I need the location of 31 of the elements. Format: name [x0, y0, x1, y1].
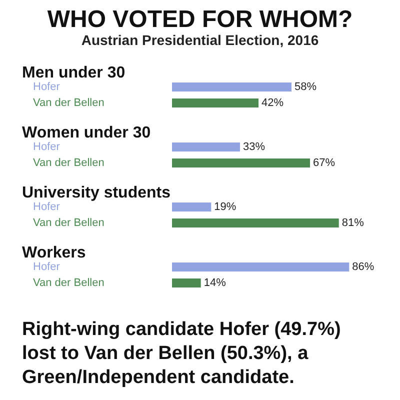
- y-tick-label: Men under 30: [22, 64, 126, 82]
- data-label: 14%: [204, 277, 226, 290]
- data-label: 42%: [262, 97, 284, 110]
- bar: [172, 98, 259, 108]
- bar: [172, 218, 339, 228]
- data-label: 67%: [313, 157, 336, 170]
- text: Van der Bellen: [33, 97, 104, 110]
- text: Hofer: [33, 261, 60, 274]
- bar: [172, 262, 350, 272]
- data-label: 58%: [294, 81, 317, 94]
- y-tick-label: Women under 30: [22, 124, 151, 142]
- bar: [172, 158, 310, 168]
- text: Van der Bellen: [33, 217, 104, 230]
- data-label: 33%: [242, 141, 266, 154]
- bar: [172, 142, 240, 152]
- y-tick-label: University students: [22, 184, 171, 202]
- text: Hofer: [33, 81, 60, 94]
- text: Van der Bellen: [33, 157, 104, 170]
- bar: [172, 82, 292, 92]
- chart-subtitle: Austrian Presidential Election, 2016: [80, 32, 320, 48]
- data-label: 19%: [214, 201, 236, 214]
- data-label: 81%: [342, 217, 364, 230]
- chart-title: WHO VOTED FOR WHOM?: [46, 6, 354, 34]
- y-tick-label: Workers: [22, 244, 86, 262]
- text: Hofer: [33, 201, 60, 214]
- text: Right-wing candidate Hofer (49.7%) lost to Van der Bellen (50.3%), a Green/Independent candidate.: [22, 318, 342, 390]
- bar: [172, 202, 212, 212]
- data-label: 86%: [352, 261, 374, 274]
- text: Hofer: [33, 141, 60, 154]
- bar: [172, 278, 201, 288]
- text: Van der Bellen: [33, 277, 104, 290]
